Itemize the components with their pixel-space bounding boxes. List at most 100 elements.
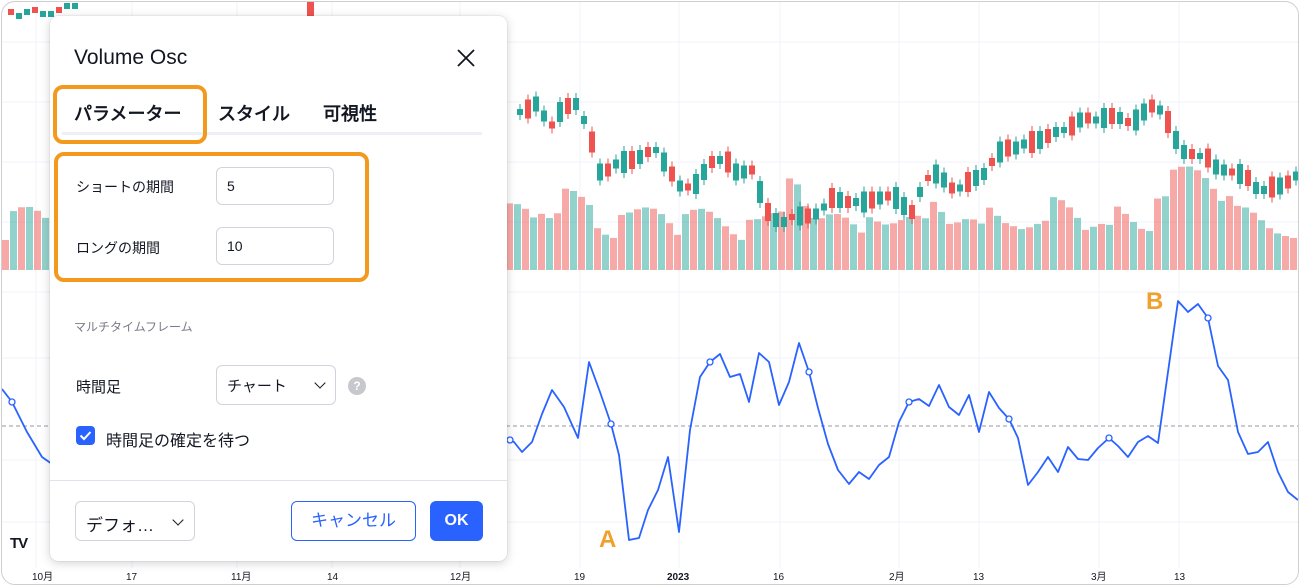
- candle-body: [757, 181, 763, 203]
- volume-bar: [610, 237, 617, 270]
- tab-style[interactable]: スタイル: [218, 104, 290, 124]
- volume-bar: [786, 178, 793, 270]
- candle-body: [1261, 186, 1267, 194]
- volume-bar: [730, 234, 737, 270]
- volume-bar: [986, 207, 993, 270]
- volume-bar: [1218, 200, 1225, 270]
- candle-body: [40, 11, 46, 17]
- close-icon[interactable]: [454, 46, 478, 70]
- volume-bar: [826, 214, 833, 270]
- candle-body: [48, 11, 54, 17]
- volume-bar: [1106, 224, 1113, 270]
- volume-bar: [1290, 237, 1297, 270]
- candle-body: [765, 203, 771, 221]
- ok-button[interactable]: OK: [430, 501, 483, 541]
- volume-bar: [570, 191, 577, 270]
- volume-bar: [1034, 223, 1041, 270]
- volume-bar: [1258, 220, 1265, 270]
- candle-body: [1141, 103, 1147, 121]
- candle-body: [717, 156, 723, 164]
- candle-body: [1205, 148, 1211, 168]
- indicator-settings-dialog: Volume Osc パラメーター スタイル 可視性 ショートの期間 ロングの期…: [50, 16, 507, 561]
- volume-bar: [1274, 233, 1281, 270]
- long-period-input[interactable]: [216, 227, 334, 265]
- volume-bar: [818, 218, 825, 270]
- candle-body: [1061, 127, 1067, 133]
- candle-body: [1229, 168, 1235, 176]
- volume-bar: [706, 211, 713, 270]
- candle-body: [725, 151, 731, 173]
- volume-bar: [858, 232, 865, 270]
- candle-body: [1013, 141, 1019, 155]
- checkmark-icon: [79, 431, 92, 441]
- candle-body: [64, 3, 70, 9]
- candle-body: [56, 7, 62, 13]
- volume-bar: [754, 219, 761, 270]
- oscillator-marker: [1204, 314, 1212, 322]
- candle-body: [1069, 116, 1075, 136]
- candle-body: [1005, 139, 1011, 157]
- volume-bar: [2, 240, 9, 270]
- volume-oscillator-line: [2, 300, 1298, 541]
- volume-bar: [1162, 196, 1169, 270]
- candle-body: [1277, 177, 1283, 195]
- volume-bar: [874, 221, 881, 270]
- volume-bar: [1082, 229, 1089, 270]
- volume-bar: [738, 239, 745, 270]
- volume-bar: [954, 222, 961, 270]
- volume-bar: [690, 209, 697, 270]
- volume-bar: [1234, 205, 1241, 270]
- candle-body: [1181, 145, 1187, 159]
- confirm-timeframe-checkbox[interactable]: [76, 426, 95, 445]
- time-axis-label: 12月: [450, 571, 471, 583]
- time-axis-label: 16: [773, 572, 785, 583]
- candle-body: [837, 192, 843, 208]
- volume-bar: [1178, 166, 1185, 270]
- volume-bar: [1202, 178, 1209, 270]
- volume-bar: [914, 215, 921, 270]
- defaults-dropdown-label: デフォ…: [86, 516, 154, 535]
- short-period-input[interactable]: [216, 167, 334, 205]
- time-axis-label: 11月: [231, 571, 251, 583]
- tradingview-logo[interactable]: TV: [10, 535, 28, 552]
- candle-body: [933, 164, 939, 184]
- defaults-dropdown[interactable]: デフォ…: [75, 501, 195, 541]
- candle-body: [549, 121, 555, 129]
- tab-visibility[interactable]: 可視性: [323, 104, 377, 124]
- volume-bar: [922, 218, 929, 270]
- volume-bar: [698, 208, 705, 270]
- candle-body: [877, 191, 883, 205]
- volume-bar: [538, 213, 545, 270]
- candle-body: [1101, 108, 1107, 128]
- time-axis-label: 3月: [1091, 571, 1107, 583]
- candle-body: [805, 208, 811, 224]
- candle-body: [1237, 164, 1243, 184]
- candle-body: [1045, 129, 1051, 143]
- candle-body: [573, 98, 579, 110]
- volume-bar: [594, 228, 601, 270]
- candle-body: [1189, 149, 1195, 159]
- volume-bar: [1130, 222, 1137, 270]
- candle-body: [621, 151, 627, 173]
- candle-body: [853, 198, 859, 206]
- candle-body: [629, 151, 635, 169]
- timeframe-select[interactable]: チャート: [216, 365, 336, 405]
- candle-body: [1093, 116, 1099, 124]
- volume-bar: [1010, 226, 1017, 270]
- candle-body: [72, 3, 78, 9]
- volume-bar: [530, 217, 537, 270]
- candle-body: [829, 188, 835, 208]
- timeframe-select-value: チャート: [227, 378, 287, 395]
- volume-bar: [834, 214, 841, 270]
- candle-body: [701, 164, 707, 180]
- help-icon[interactable]: ?: [348, 377, 366, 395]
- candle-body: [773, 213, 779, 227]
- candle-body: [1221, 164, 1227, 176]
- candle-body: [845, 196, 851, 208]
- volume-bar: [26, 207, 33, 270]
- tab-parameters[interactable]: パラメーター: [74, 104, 182, 124]
- volume-bar: [970, 219, 977, 270]
- volume-bar: [978, 223, 985, 270]
- cancel-button[interactable]: キャンセル: [291, 501, 416, 541]
- candle-body: [613, 159, 619, 169]
